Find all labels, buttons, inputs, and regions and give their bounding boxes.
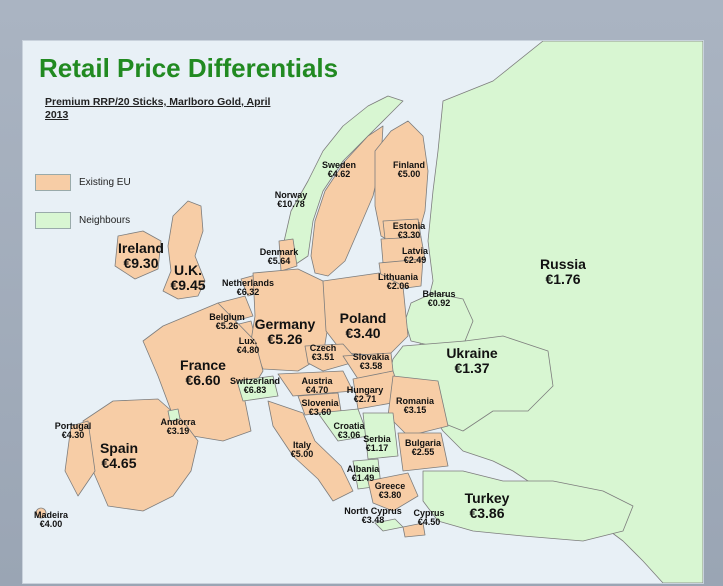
region-france xyxy=(142,302,264,442)
legend-swatch xyxy=(35,212,71,229)
region-switzerland xyxy=(236,375,279,402)
europe-map xyxy=(23,41,703,583)
region-greece xyxy=(367,472,419,512)
country-label-ireland: Ireland €9.30 xyxy=(118,240,164,271)
region-austria xyxy=(277,370,354,397)
country-label-hungary: Hungary €2.71 xyxy=(346,385,384,405)
country-label-denmark: Denmark €5.64 xyxy=(259,247,299,267)
country-label-bulgaria: Bulgaria €2.55 xyxy=(404,438,442,458)
country-label-germany: Germany €5.26 xyxy=(254,316,316,347)
country-label-north-cyprus: North Cyprus €3.48 xyxy=(344,506,402,526)
region-finland xyxy=(374,120,429,247)
country-label-latvia: Latvia €2.49 xyxy=(401,246,429,266)
region-andorra xyxy=(167,408,181,422)
region-uk xyxy=(162,200,206,300)
country-label-lithuania: Lithuania €2.06 xyxy=(378,272,418,292)
legend-existing-eu: Existing EU xyxy=(35,174,131,191)
country-label-france: France €6.60 xyxy=(180,357,226,388)
region-ireland xyxy=(114,230,162,280)
country-label-finland: Finland €5.00 xyxy=(393,160,425,180)
country-label-estonia: Estonia €3.30 xyxy=(392,221,426,241)
region-poland xyxy=(322,272,409,357)
region-denmark xyxy=(278,238,298,272)
country-label-turkey: Turkey €3.86 xyxy=(464,490,510,521)
region-latvia xyxy=(380,236,426,264)
country-label-austria: Austria €4.70 xyxy=(301,376,333,396)
country-label-belgium: Belgium €5.26 xyxy=(209,312,245,332)
region-turkey xyxy=(422,470,634,542)
country-label-croatia: Croatia €3.06 xyxy=(333,421,365,441)
region-bulgaria xyxy=(397,432,449,472)
region-serbia xyxy=(362,412,399,460)
country-label-spain: Spain €4.65 xyxy=(99,440,139,471)
country-label-slovenia: Slovenia €3.60 xyxy=(301,398,339,418)
country-label-poland: Poland €3.40 xyxy=(339,310,387,341)
country-label-cyprus: Cyprus €4.50 xyxy=(413,508,445,528)
country-label-uk: U.K. €9.45 xyxy=(170,262,206,293)
country-label-switzerland: Switzerland €6.83 xyxy=(229,376,281,396)
country-label-netherlands: Netherlands €6.32 xyxy=(221,278,275,298)
country-label-russia: Russia €1.76 xyxy=(540,256,586,287)
country-label-sweden: Sweden €4.62 xyxy=(321,160,357,180)
legend-swatch xyxy=(35,174,71,191)
region-madeira xyxy=(35,507,47,519)
map-panel: Retail Price Differentials Premium RRP/2… xyxy=(22,40,704,584)
region-cyprus xyxy=(402,522,426,538)
page-title: Retail Price Differentials xyxy=(39,53,339,83)
legend-label: Neighbours xyxy=(79,215,131,227)
country-label-albania: Albania €1.49 xyxy=(346,464,380,484)
country-label-greece: Greece €3.80 xyxy=(374,481,406,501)
region-romania xyxy=(387,375,449,437)
legend-neighbours: Neighbours xyxy=(35,212,130,229)
country-label-serbia: Serbia €1.17 xyxy=(363,434,391,454)
country-label-slovakia: Slovakia €3.58 xyxy=(352,352,390,372)
country-label-belarus: Belarus €0.92 xyxy=(422,289,456,309)
country-label-italy: Italy €5.00 xyxy=(290,440,314,460)
region-spain xyxy=(82,398,199,512)
country-label-luxembourg: Lux. €4.80 xyxy=(236,336,260,356)
country-label-czech: Czech €3.51 xyxy=(309,343,337,363)
region-czech xyxy=(304,343,359,372)
region-italy xyxy=(267,400,354,502)
region-russia xyxy=(417,41,703,583)
country-label-andorra: Andorra €3.19 xyxy=(160,417,196,437)
region-norway xyxy=(282,95,404,267)
country-label-ukraine: Ukraine €1.37 xyxy=(446,345,498,376)
country-label-madeira: Madeira €4.00 xyxy=(33,510,69,530)
country-label-norway: Norway €10.78 xyxy=(274,190,308,210)
country-label-romania: Romania €3.15 xyxy=(395,396,435,416)
page-subtitle: Premium RRP/20 Sticks, Marlboro Gold, Ap… xyxy=(45,96,271,121)
region-portugal xyxy=(64,420,96,497)
country-label-portugal: Portugal €4.30 xyxy=(54,421,92,441)
legend-label: Existing EU xyxy=(79,177,131,189)
